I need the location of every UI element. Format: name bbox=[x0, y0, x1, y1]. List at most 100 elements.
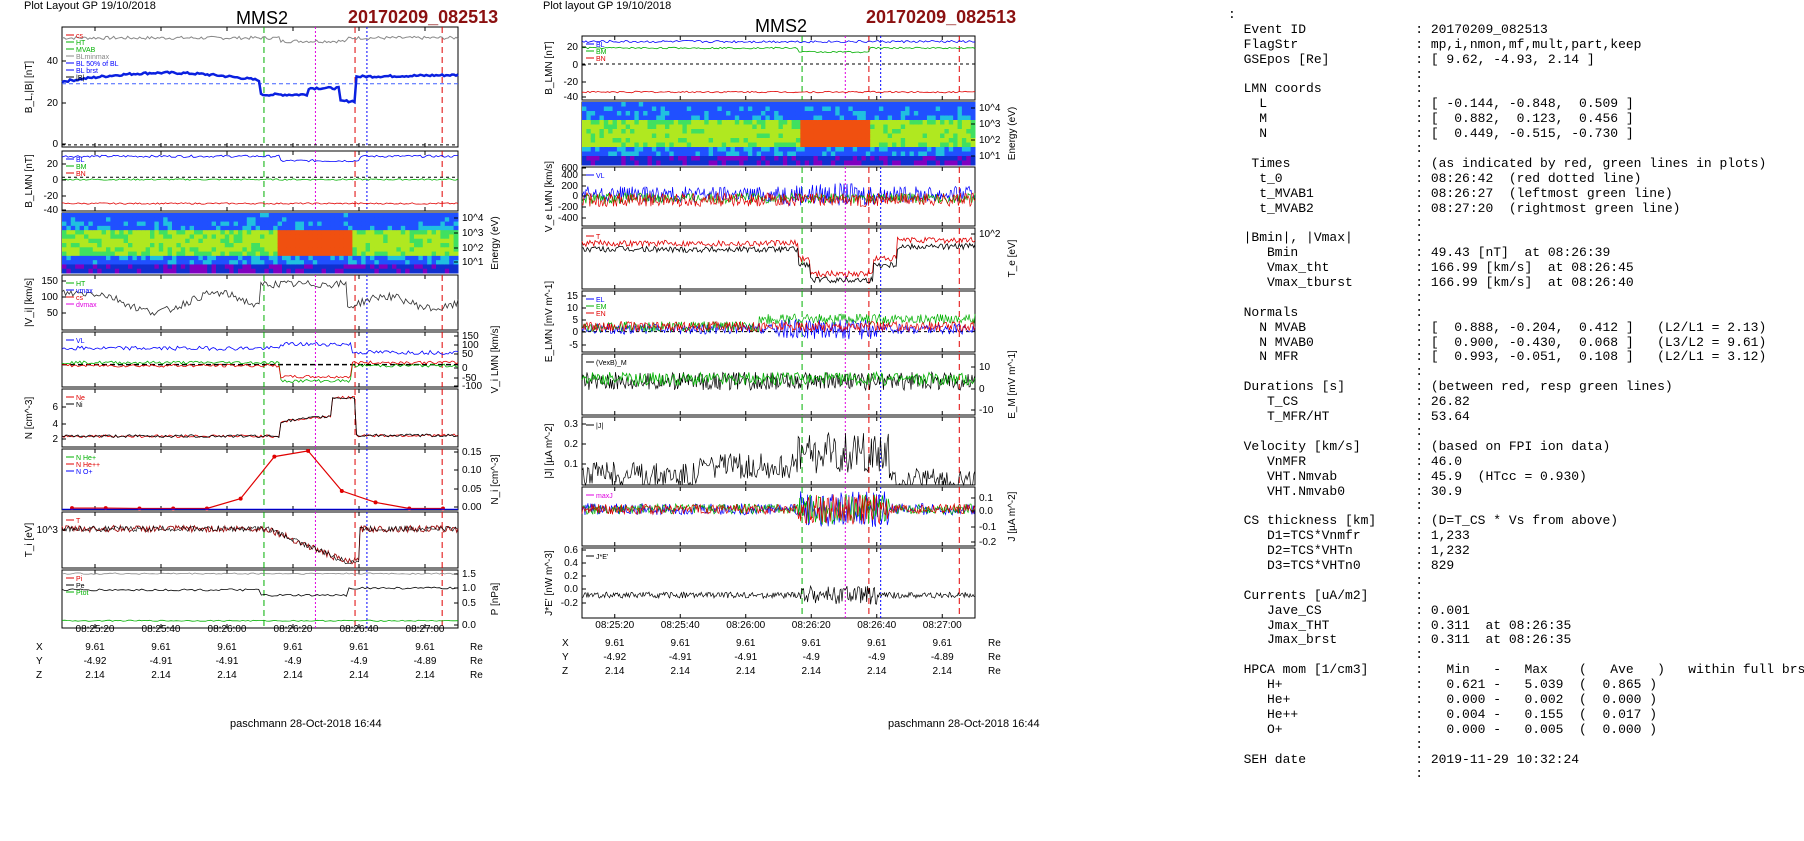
spectrogram-cell bbox=[392, 268, 397, 274]
spectrogram-cell bbox=[427, 255, 433, 261]
spectrogram-cell bbox=[334, 221, 340, 227]
spectrogram-cell bbox=[361, 238, 367, 244]
spectrogram-cell bbox=[317, 234, 323, 240]
spectrogram-cell bbox=[370, 234, 375, 240]
spectrogram-cell bbox=[70, 268, 76, 274]
y-tick-label: -0.2 bbox=[561, 598, 579, 609]
spectrogram-cell bbox=[774, 115, 779, 121]
spectrogram-cell bbox=[944, 102, 950, 107]
spectrogram-cell bbox=[251, 234, 257, 240]
spectrogram-cell bbox=[136, 234, 142, 240]
spectrogram-cell bbox=[926, 102, 932, 107]
coord-unit: Re bbox=[470, 656, 483, 667]
spectrogram-cell bbox=[392, 260, 397, 265]
spectrogram-cell bbox=[383, 213, 389, 218]
spectrogram-cell bbox=[392, 225, 397, 231]
spectrogram-cell bbox=[330, 217, 336, 223]
spectrogram-cell bbox=[418, 213, 424, 218]
spectrogram-cell bbox=[883, 156, 889, 161]
spectrogram-cell bbox=[795, 151, 801, 157]
y-tick-label: 0.3 bbox=[564, 419, 578, 430]
spectrogram-cell bbox=[651, 156, 657, 161]
spectrogram-cell bbox=[114, 238, 120, 244]
spectrogram-cell bbox=[224, 225, 230, 231]
spectrogram-cell bbox=[739, 138, 745, 143]
spectrogram-cell bbox=[216, 230, 221, 235]
time-tick-label: 08:26:20 bbox=[274, 624, 313, 635]
spectrogram-cell bbox=[334, 230, 340, 235]
spectrogram-cell bbox=[286, 213, 292, 218]
y-axis-label: E_LMN [mV m^-1] bbox=[544, 281, 555, 363]
spectrogram-cell bbox=[189, 234, 195, 240]
spectrogram-cell bbox=[953, 120, 959, 125]
spectrogram-cell bbox=[664, 147, 670, 152]
legend-entry: T bbox=[596, 234, 601, 241]
spectrogram-cell bbox=[922, 142, 928, 148]
spectrogram-cell bbox=[365, 238, 371, 244]
spectrogram-cell bbox=[926, 156, 932, 161]
spectrogram-cell bbox=[84, 238, 89, 244]
spectrogram-cell bbox=[717, 106, 723, 112]
spectrogram-cell bbox=[905, 120, 910, 125]
spectrogram-cell bbox=[189, 260, 195, 265]
spectrogram-cell bbox=[339, 234, 345, 240]
spectrogram-cell bbox=[844, 120, 849, 125]
spectrogram-cell bbox=[383, 264, 389, 270]
spectrogram-cell bbox=[400, 221, 406, 227]
spectrogram-cell bbox=[132, 260, 138, 265]
spectrogram-cell bbox=[282, 234, 287, 240]
spectrogram-cell bbox=[365, 260, 371, 265]
spectrogram-cell bbox=[896, 156, 902, 161]
legend-entry: BL 50% of BL bbox=[76, 61, 119, 68]
spectrogram-cell bbox=[678, 115, 683, 121]
spectrogram-cell bbox=[145, 251, 151, 257]
spectrogram-cell bbox=[304, 247, 309, 253]
spectrogram-cell bbox=[970, 133, 976, 139]
spectrogram-cell bbox=[172, 260, 177, 265]
spectrogram-cell bbox=[940, 138, 945, 143]
spectrogram-cell bbox=[321, 225, 327, 231]
spectrogram-cell bbox=[756, 115, 762, 121]
spectrogram-cell bbox=[940, 124, 945, 130]
spectrogram-cell bbox=[752, 124, 758, 130]
spectrogram-cell bbox=[800, 142, 806, 148]
spectrogram-cell bbox=[427, 268, 433, 274]
spectrogram-cell bbox=[180, 251, 186, 257]
spectrogram-cell bbox=[97, 264, 103, 270]
spectrogram-cell bbox=[378, 251, 384, 257]
spectrogram-cell bbox=[207, 213, 213, 218]
spectrogram-cell bbox=[194, 238, 199, 244]
spectrogram-cell bbox=[769, 106, 775, 112]
spectrogram-cell bbox=[352, 251, 358, 257]
spectrogram-cell bbox=[356, 243, 362, 248]
VexB-M-line bbox=[581, 370, 976, 392]
spectrogram-cell bbox=[747, 151, 753, 157]
spectrogram-cell bbox=[765, 142, 771, 148]
y-tick-label: -20 bbox=[44, 191, 59, 202]
spectrogram-cell bbox=[75, 268, 81, 274]
spectrogram-cell bbox=[966, 124, 972, 130]
y-axis-label: T_i [eV] bbox=[24, 523, 35, 558]
spectrogram-cell bbox=[948, 147, 954, 152]
spectrogram-cell bbox=[365, 243, 371, 248]
y-tick-label: 100 bbox=[41, 292, 58, 303]
spectrogram-cell bbox=[699, 124, 705, 130]
spectrogram-cell bbox=[110, 260, 116, 265]
spectrogram-cell bbox=[150, 243, 155, 248]
spectrogram-cell bbox=[695, 102, 701, 107]
spectrogram-cell bbox=[590, 124, 596, 130]
spectrogram-cell bbox=[800, 156, 806, 161]
spectrogram-cell bbox=[97, 251, 103, 257]
spectrogram-cell bbox=[896, 133, 902, 139]
spectrogram-cell bbox=[229, 234, 235, 240]
spectrogram-cell bbox=[673, 138, 679, 143]
spectrogram-cell bbox=[835, 129, 841, 134]
spectrogram-cell bbox=[436, 221, 441, 227]
spectrogram-cell bbox=[787, 106, 793, 112]
spectrogram-cell bbox=[440, 247, 446, 253]
spectrogram-cell bbox=[948, 160, 954, 166]
spectrogram-cell bbox=[132, 243, 138, 248]
spectrogram-cell bbox=[167, 225, 173, 231]
spectrogram-cell bbox=[830, 151, 836, 157]
